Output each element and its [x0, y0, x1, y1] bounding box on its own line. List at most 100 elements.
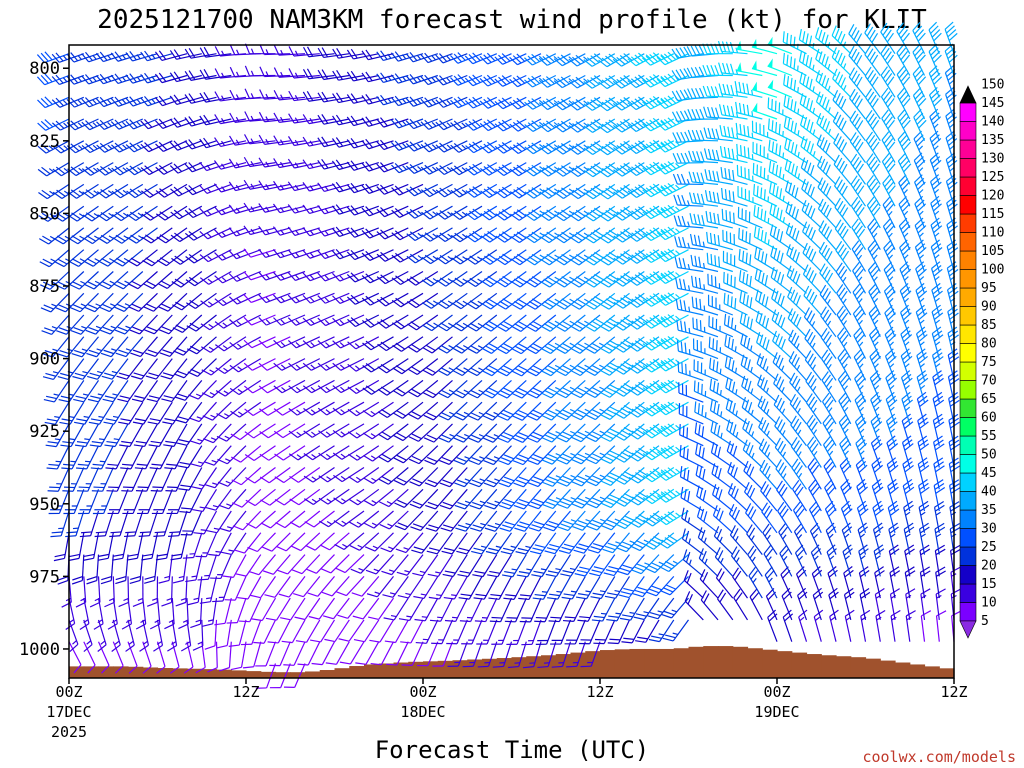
- terrain-column: [895, 662, 911, 678]
- wind-barb: [613, 249, 645, 265]
- wind-barb: [378, 445, 409, 463]
- wind-barb: [334, 532, 365, 551]
- wind-barb: [132, 576, 144, 608]
- wind-barb: [184, 205, 217, 219]
- wind-barb: [260, 488, 291, 506]
- wind-barb: [642, 96, 675, 110]
- wind-barb: [237, 576, 262, 600]
- wind-barb: [243, 270, 276, 281]
- wind-barb: [400, 619, 424, 644]
- wind-barb: [364, 510, 394, 529]
- wind-barb: [614, 445, 645, 463]
- wind-barb: [86, 336, 114, 358]
- wind-barb: [570, 336, 601, 354]
- colorbar-swatch: [959, 380, 977, 400]
- wind-barb: [68, 641, 82, 674]
- wind-barb: [376, 205, 409, 218]
- wind-barb: [540, 336, 571, 355]
- wind-barb: [513, 467, 542, 488]
- wind-barb: [381, 554, 409, 576]
- wind-barb: [103, 401, 129, 425]
- wind-barb: [411, 532, 439, 554]
- wind-barb: [96, 183, 129, 199]
- colorbar-swatch: [959, 398, 977, 418]
- wind-barb: [391, 227, 424, 241]
- wind-barb: [293, 576, 321, 598]
- wind-barb: [437, 358, 468, 376]
- wind-barb: [450, 118, 483, 131]
- colorbar-swatch: [959, 306, 977, 326]
- wind-barb: [158, 314, 188, 335]
- colorbar-label: 145: [981, 96, 1004, 111]
- wind-barb: [170, 205, 203, 220]
- wind-barb: [454, 467, 483, 488]
- wind-barb: [376, 72, 409, 84]
- wind-barb: [155, 162, 188, 175]
- wind-barb: [219, 510, 247, 532]
- wind-barb: [125, 140, 158, 153]
- wind-barb: [170, 227, 203, 243]
- wind-barb: [288, 68, 320, 79]
- wind-barb: [217, 445, 247, 465]
- wind-barb: [121, 467, 144, 492]
- wind-barb: [98, 249, 129, 267]
- wind-barb: [824, 500, 837, 534]
- wind-barb: [346, 115, 379, 127]
- wind-barb: [362, 379, 394, 395]
- wind-barb: [199, 69, 232, 80]
- wind-barb: [201, 379, 232, 399]
- wind-barb: [339, 641, 365, 665]
- wind-barb: [551, 641, 572, 668]
- x-tick-date: 18DEC: [400, 703, 445, 721]
- wind-barb: [307, 576, 335, 597]
- wind-barb: [379, 510, 409, 530]
- wind-barb: [415, 619, 439, 644]
- wind-barb: [598, 74, 630, 90]
- wind-barb: [214, 597, 232, 626]
- colorbar-legend: 5 10 15 20 25 30 35 40 45 50 55 60 65 70 75 80 85 90 95 100…: [959, 78, 1004, 639]
- colorbar-swatch: [959, 472, 977, 492]
- x-tick-label: 12Z: [940, 683, 967, 701]
- wind-barb: [46, 445, 70, 470]
- wind-barb: [229, 112, 261, 123]
- wind-barb: [439, 445, 468, 465]
- wind-barb: [159, 336, 188, 357]
- terrain-column: [83, 666, 100, 678]
- wind-barb: [118, 401, 144, 425]
- wind-barb: [481, 292, 512, 310]
- wind-barb: [717, 40, 748, 55]
- wind-barb: [288, 401, 321, 416]
- colorbar-swatch: [959, 528, 977, 548]
- wind-barb: [598, 205, 630, 222]
- wind-barb: [438, 401, 468, 421]
- y-tick-label: 925: [29, 422, 60, 442]
- wind-barb: [496, 314, 527, 332]
- wind-barb: [127, 641, 138, 674]
- wind-barb: [569, 271, 601, 288]
- colorbar-swatch: [959, 158, 977, 178]
- wind-barb: [422, 314, 453, 332]
- wind-barb: [613, 271, 645, 287]
- wind-barb: [362, 423, 394, 440]
- wind-barb: [38, 227, 70, 245]
- wind-barb: [288, 423, 321, 438]
- wind-barb: [571, 488, 601, 509]
- wind-barb: [295, 619, 321, 643]
- wind-barb: [97, 619, 107, 652]
- wind-barb: [53, 532, 70, 562]
- wind-barb: [258, 336, 291, 349]
- wind-barb: [111, 183, 144, 199]
- wind-barb: [432, 641, 454, 667]
- wind-barb: [557, 488, 586, 509]
- wind-barb: [471, 532, 498, 555]
- wind-barb: [208, 532, 232, 557]
- wind-barb: [496, 336, 527, 355]
- wind-barb: [273, 314, 306, 326]
- x-tick-year: 2025: [51, 723, 87, 741]
- wind-barb: [189, 423, 217, 445]
- wind-barb: [188, 379, 217, 400]
- wind-barb: [435, 140, 468, 153]
- wind-barb: [408, 445, 439, 465]
- wind-barb: [377, 401, 409, 419]
- wind-barb: [324, 619, 350, 643]
